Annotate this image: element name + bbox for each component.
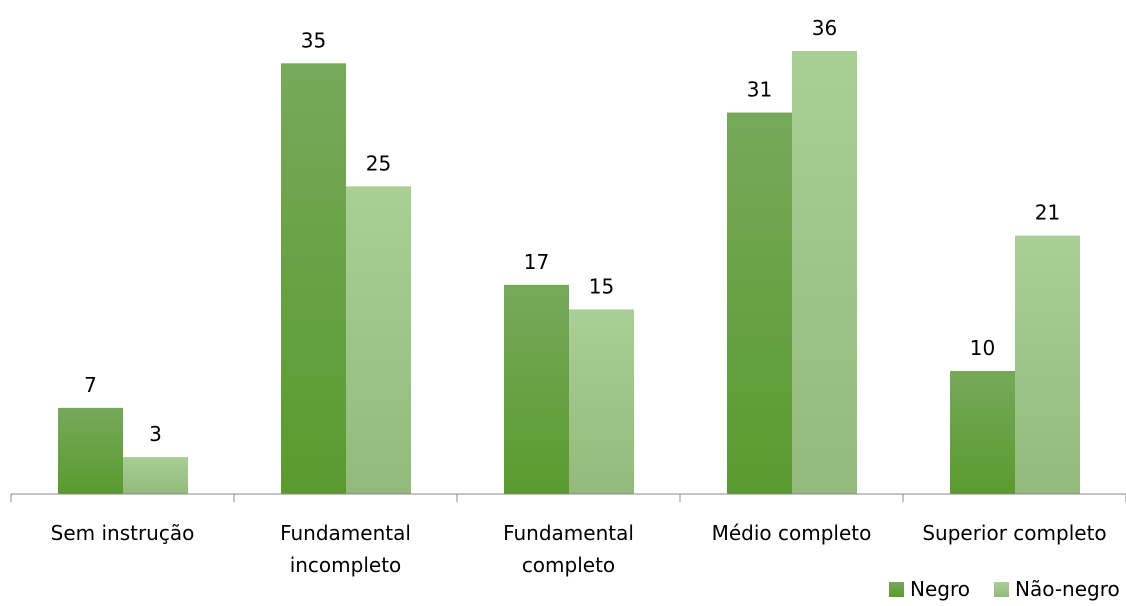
data-label: 35 <box>301 28 326 52</box>
legend-swatch-negro <box>889 582 904 597</box>
bar-negro <box>504 284 569 494</box>
data-label: 25 <box>366 151 391 175</box>
legend-swatch-nao-negro <box>994 582 1009 597</box>
category-label: Sem instrução <box>51 521 195 545</box>
bars-layer <box>58 51 1080 495</box>
bar-nao-negro <box>1015 235 1080 495</box>
bar-nao-negro <box>569 309 634 494</box>
bar-negro <box>727 112 792 495</box>
category-label: Superior completo <box>922 521 1106 545</box>
category-label: completo <box>522 553 615 577</box>
data-label: 7 <box>84 373 97 397</box>
data-label: 21 <box>1035 201 1060 225</box>
data-label: 36 <box>812 16 837 40</box>
bar-negro <box>58 407 123 494</box>
x-axis-ticks <box>10 494 1126 502</box>
data-label: 15 <box>589 274 614 298</box>
bar-negro <box>950 370 1015 494</box>
data-label: 17 <box>524 250 549 274</box>
value-labels-layer: 7 3 35 25 17 15 31 36 10 21 <box>84 16 1060 446</box>
category-label: Fundamental <box>503 521 634 545</box>
legend-label-nao-negro: Não-negro <box>1015 577 1120 601</box>
bar-nao-negro <box>346 186 411 494</box>
legend-label-negro: Negro <box>910 577 970 601</box>
category-label: incompleto <box>290 553 402 577</box>
category-label: Médio completo <box>712 521 872 545</box>
bar-nao-negro <box>123 457 188 494</box>
category-labels-layer: Sem instrução Fundamental incompleto Fundam… <box>51 521 1107 577</box>
bar-nao-negro <box>792 51 857 494</box>
legend: Negro Não-negro <box>889 577 1120 601</box>
bar-negro <box>281 63 346 495</box>
data-label: 10 <box>970 336 995 360</box>
data-label: 31 <box>747 78 772 102</box>
category-label: Fundamental <box>280 521 411 545</box>
data-label: 3 <box>149 422 162 446</box>
